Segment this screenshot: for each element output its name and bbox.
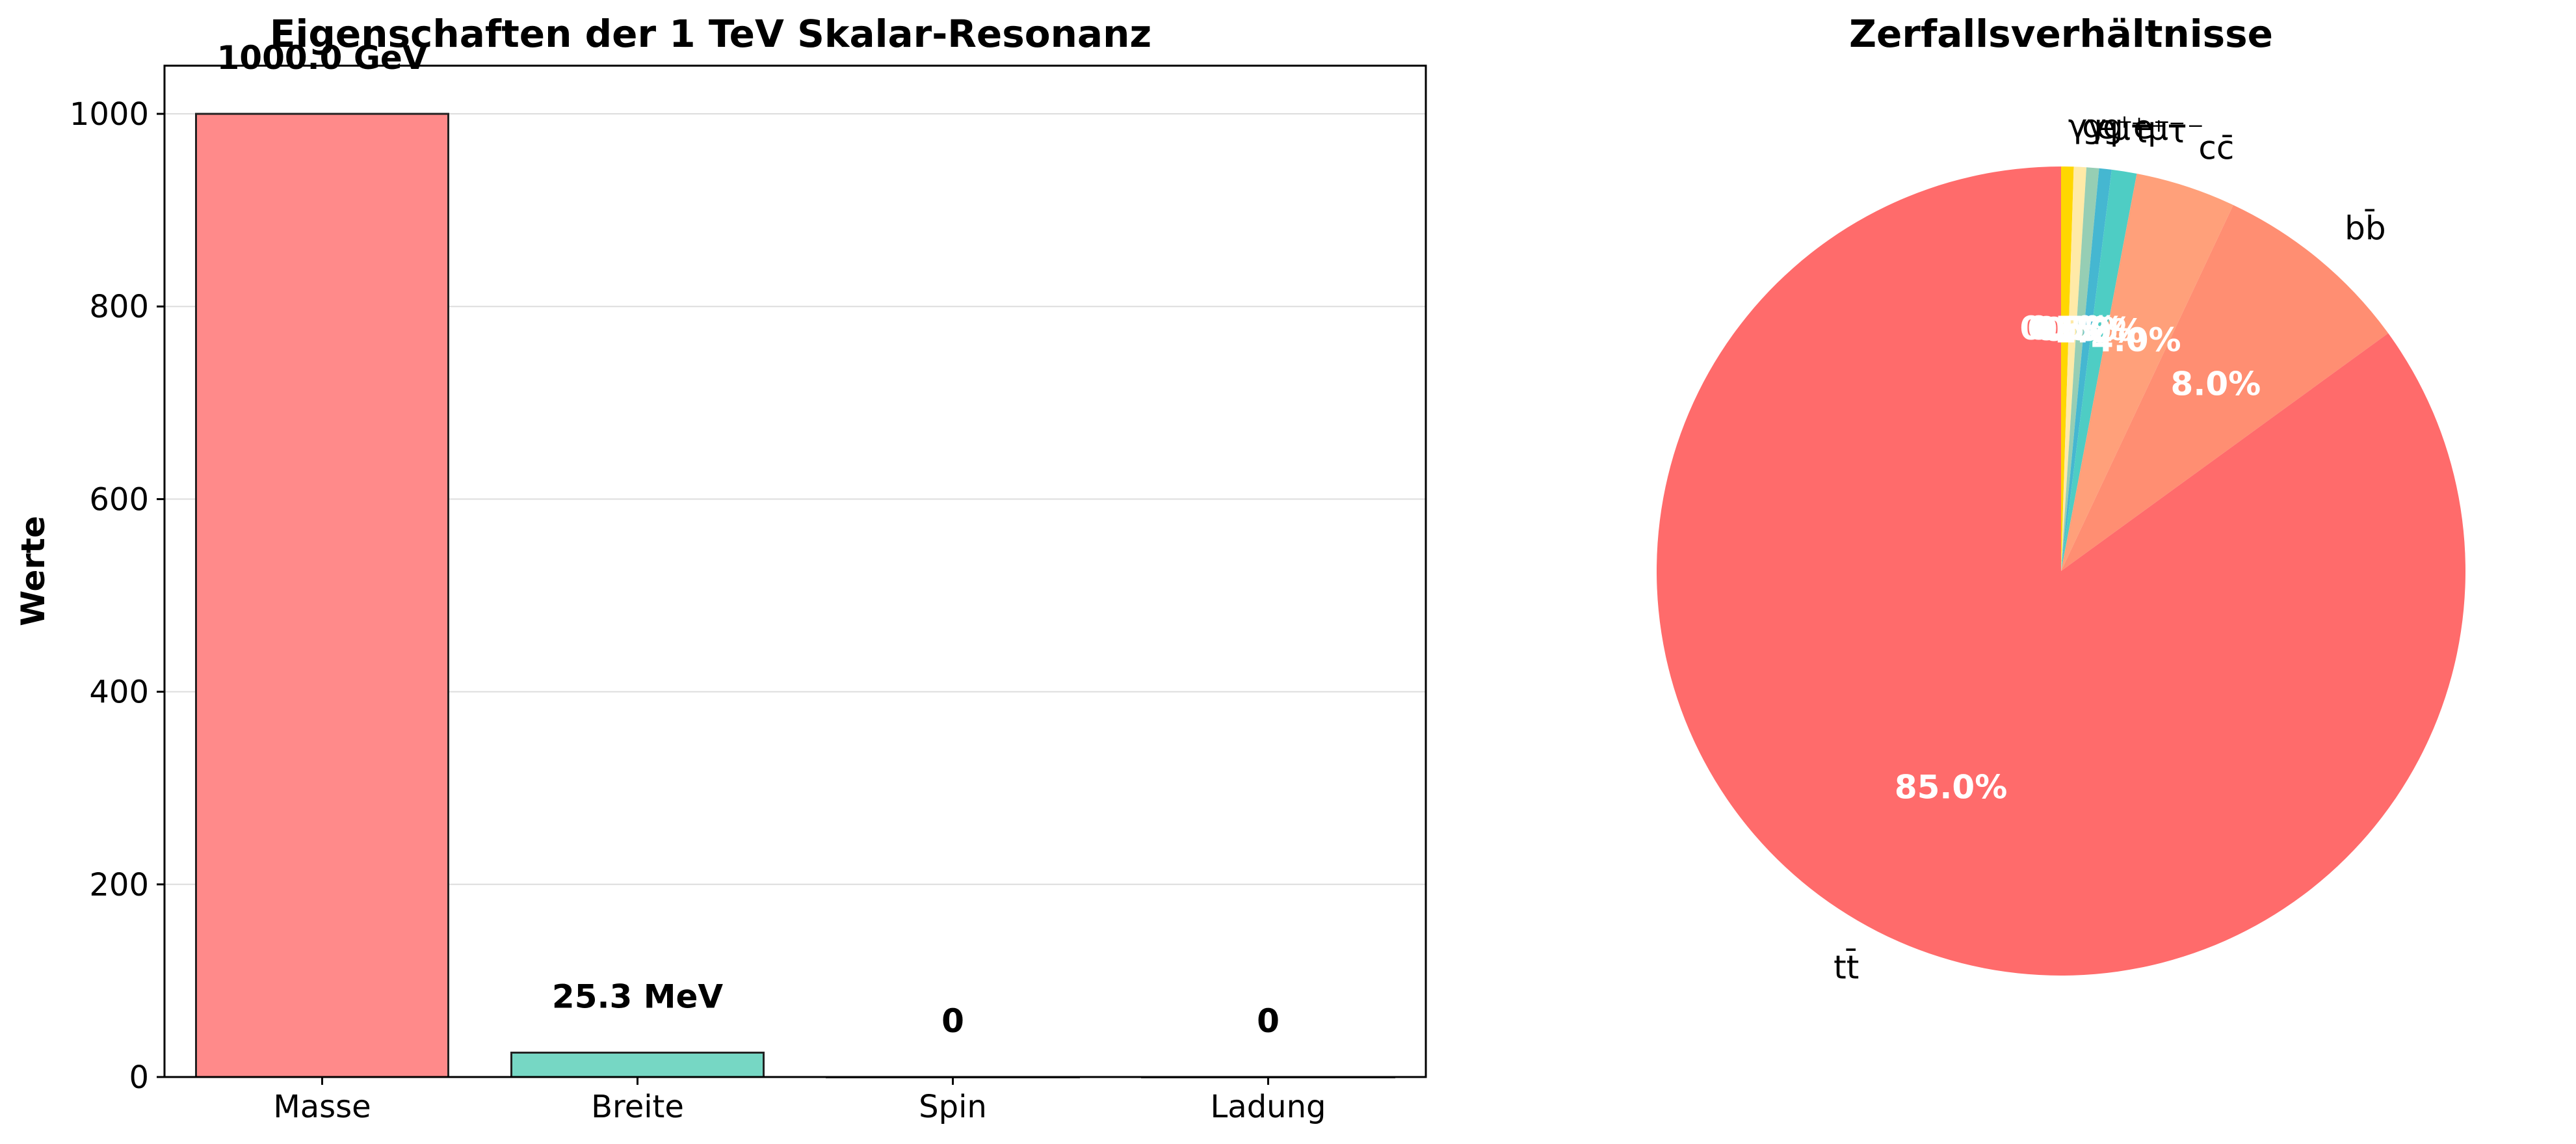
pie-percent-label: 1.0%	[2054, 312, 2144, 350]
bar-series	[195, 113, 1395, 1078]
bar-y-tick-label: 0	[129, 1059, 149, 1096]
pie-percent-label: 85.0%	[1895, 769, 2007, 806]
pie-slice	[2061, 174, 2233, 571]
pie-slice	[2061, 166, 2087, 572]
bar-x-tick-label: Breite	[591, 1089, 684, 1125]
pie-slice	[2061, 168, 2112, 571]
pie-slice-label: τ⁺τ⁻	[2131, 113, 2204, 150]
pie-slice-label: γγ	[2068, 107, 2107, 145]
pie-slice	[2061, 166, 2074, 571]
pie-percent-label: 0.5%	[2020, 310, 2110, 347]
pie-slice-label: gg	[2082, 108, 2123, 146]
bar-data-label: 0	[1257, 1002, 1280, 1040]
pie-slice	[2061, 167, 2099, 571]
bar-y-tick-label: 600	[89, 481, 149, 518]
bar-masse	[195, 113, 449, 1078]
bar-breite	[510, 1052, 765, 1078]
pie-percent-label: 0.5%	[2027, 310, 2118, 347]
pie-slice-label: cc̄	[2198, 129, 2234, 166]
bar-y-axis-ticks: 0 200 400 600 800 1000	[70, 96, 164, 1096]
bar-y-tick-label: 400	[89, 674, 149, 711]
pie-slice	[1656, 166, 2465, 976]
bar-data-label: 1000.0 GeV	[217, 39, 428, 77]
pie-slice-label: bb̄	[2345, 209, 2385, 247]
pie-percent-label: 8.0%	[2171, 365, 2261, 403]
pie-percent-label: 0.5%	[2043, 311, 2133, 349]
pie-chart-title: Zerfallsverhältnisse	[1849, 12, 2273, 56]
bar-x-tick-label: Ladung	[1211, 1089, 1326, 1125]
pie-percent-label: 4.0%	[2091, 321, 2181, 359]
bar-axes-frame	[163, 64, 1427, 1078]
bar-y-tick-label: 800	[89, 289, 149, 325]
bar-x-tick-label: Spin	[919, 1089, 987, 1125]
pie-slice	[2061, 205, 2389, 571]
pie-chart-panel: Zerfallsverhältnisse γγgge⁺e⁻μ⁺μ⁻τ⁺τ⁻cc̄…	[1656, 12, 2465, 987]
pie-slice-label: tt̄	[1833, 948, 1859, 987]
bar-y-axis-label: Werte	[14, 516, 52, 626]
bar-y-tick-label: 1000	[70, 96, 149, 133]
bar-data-label: 0	[941, 1002, 964, 1040]
pie-slices	[1656, 166, 2465, 976]
bar-data-labels: 1000.0 GeV 25.3 MeV 0 0	[217, 39, 1280, 1040]
bar-chart-title: Eigenschaften der 1 TeV Skalar-Resonanz	[270, 12, 1151, 56]
pie-percent-labels: 0.5%0.5%0.5%0.5%1.0%4.0% 8.0% 85.0%	[1895, 310, 2261, 806]
pie-slice-label: μ⁺μ⁻	[2110, 110, 2185, 148]
bar-chart-panel: Eigenschaften der 1 TeV Skalar-Resonanz …	[14, 12, 1427, 1125]
bar-y-tick-label: 200	[89, 867, 149, 903]
pie-slice-label: e⁺e⁻	[2096, 109, 2170, 146]
pie-slice	[2061, 169, 2137, 571]
pie-percent-label: 0.5%	[2035, 310, 2125, 348]
bar-data-label: 25.3 MeV	[552, 978, 723, 1015]
bar-x-tick-label: Masse	[273, 1089, 371, 1125]
bar-x-axis-ticks: Masse Breite Spin Ladung	[273, 1077, 1326, 1125]
